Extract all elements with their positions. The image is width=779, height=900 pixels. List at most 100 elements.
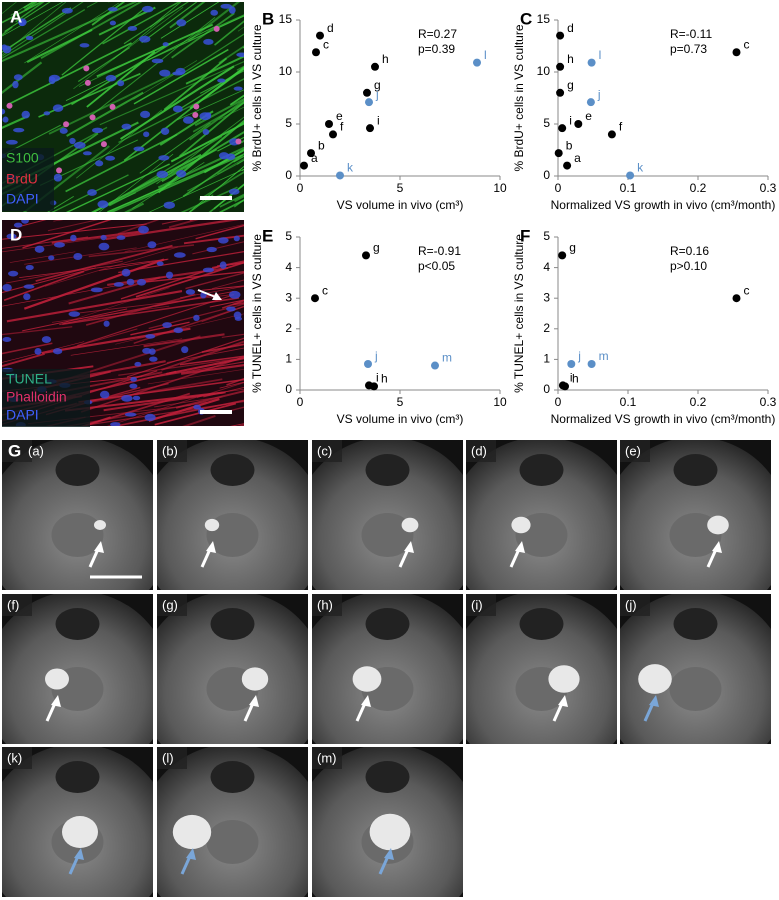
point-label: c <box>744 283 750 297</box>
sinus <box>365 761 410 793</box>
image-label: (g) <box>162 597 178 612</box>
fiber <box>48 70 180 135</box>
label-bg <box>2 594 32 616</box>
point <box>574 120 583 128</box>
y-axis-label: % TUNEL+ cells in VS culture <box>512 234 526 393</box>
mri-image: (c) <box>312 440 463 590</box>
fiber <box>2 2 67 56</box>
y-tick-label: 2 <box>285 321 292 335</box>
fiber <box>267 306 350 327</box>
fiber <box>166 357 244 376</box>
nucleus <box>107 7 118 12</box>
nucleus <box>193 314 200 322</box>
annotation: p<0.05 <box>418 259 455 273</box>
mri-content <box>620 594 771 744</box>
point <box>554 149 563 158</box>
y-tick-label: 0 <box>285 382 292 396</box>
nucleus <box>105 155 116 161</box>
point <box>325 120 333 128</box>
fiber <box>102 2 181 45</box>
fiber <box>180 67 244 109</box>
nucleus <box>69 137 76 145</box>
nucleus <box>5 139 18 145</box>
x-tick-label: 10 <box>493 181 507 195</box>
point-label: d <box>327 21 334 35</box>
point-label: i <box>377 113 380 127</box>
fiber <box>70 338 183 356</box>
fiber <box>175 390 244 409</box>
fiber <box>2 2 137 63</box>
label-bg <box>312 747 342 769</box>
fiber <box>2 341 85 363</box>
fiber <box>219 381 244 389</box>
fiber <box>185 55 244 85</box>
nucleus <box>220 3 232 9</box>
brdu-nucleus <box>84 79 91 86</box>
fiber <box>203 386 244 398</box>
nucleus <box>144 413 156 422</box>
nucleus <box>126 278 135 286</box>
arrow-head <box>404 541 414 553</box>
brdu-nucleus <box>83 65 90 72</box>
nucleus <box>34 348 42 355</box>
fiber <box>2 8 86 59</box>
point <box>556 88 565 97</box>
fiber <box>103 391 224 412</box>
point <box>370 382 378 391</box>
y-tick-label: 10 <box>537 64 551 78</box>
point-label: c <box>322 283 328 297</box>
point <box>366 124 374 133</box>
fiber <box>126 337 244 378</box>
image-label: (d) <box>471 443 487 458</box>
fiber <box>40 2 143 60</box>
fiber <box>182 152 244 198</box>
stain-label: TUNEL <box>6 371 52 387</box>
fiber <box>51 305 170 323</box>
arrow-head <box>94 541 104 553</box>
nucleus <box>68 311 81 317</box>
annotation: p=0.73 <box>670 42 707 56</box>
fiber <box>154 396 223 408</box>
stain-legend-bg <box>2 369 90 427</box>
fiber <box>192 241 244 255</box>
fiber <box>147 368 244 385</box>
nucleus <box>160 127 170 135</box>
fiber <box>10 2 33 16</box>
fiber <box>130 321 190 336</box>
nucleus <box>182 116 194 124</box>
arrow-head <box>384 848 394 860</box>
tumor <box>241 667 269 691</box>
point-label: i <box>570 371 573 385</box>
nucleus <box>73 141 86 149</box>
point-label: b <box>566 138 573 152</box>
nucleus <box>156 261 164 266</box>
fiber <box>15 2 45 23</box>
x-axis-label: Normalized VS growth in vivo (cm³/month) <box>551 412 776 426</box>
fiber <box>93 192 136 212</box>
fiber <box>258 60 338 102</box>
nucleus <box>147 241 157 249</box>
fiber <box>148 168 244 212</box>
fiber <box>156 116 244 185</box>
point-label: l <box>484 48 487 62</box>
point-label: i <box>569 113 572 127</box>
annotation: R=0.27 <box>418 27 457 41</box>
fiber <box>170 122 244 163</box>
y-tick-label: 0 <box>543 382 550 396</box>
brainstem <box>206 513 259 557</box>
mri-image: (e) <box>620 440 771 590</box>
label-bg <box>2 747 32 769</box>
image-label: (b) <box>162 443 178 458</box>
annotation: R=0.16 <box>670 244 709 258</box>
x-tick-label: 0.3 <box>760 395 777 409</box>
fiber <box>59 293 215 326</box>
x-tick-label: 0.2 <box>690 181 707 195</box>
label-bg <box>157 594 187 616</box>
fiber <box>182 414 216 426</box>
point <box>607 130 616 139</box>
fiber <box>41 327 191 355</box>
nucleus <box>110 422 121 426</box>
y-tick-label: 2 <box>543 321 550 335</box>
nucleus <box>163 201 175 209</box>
nucleus <box>165 271 174 279</box>
